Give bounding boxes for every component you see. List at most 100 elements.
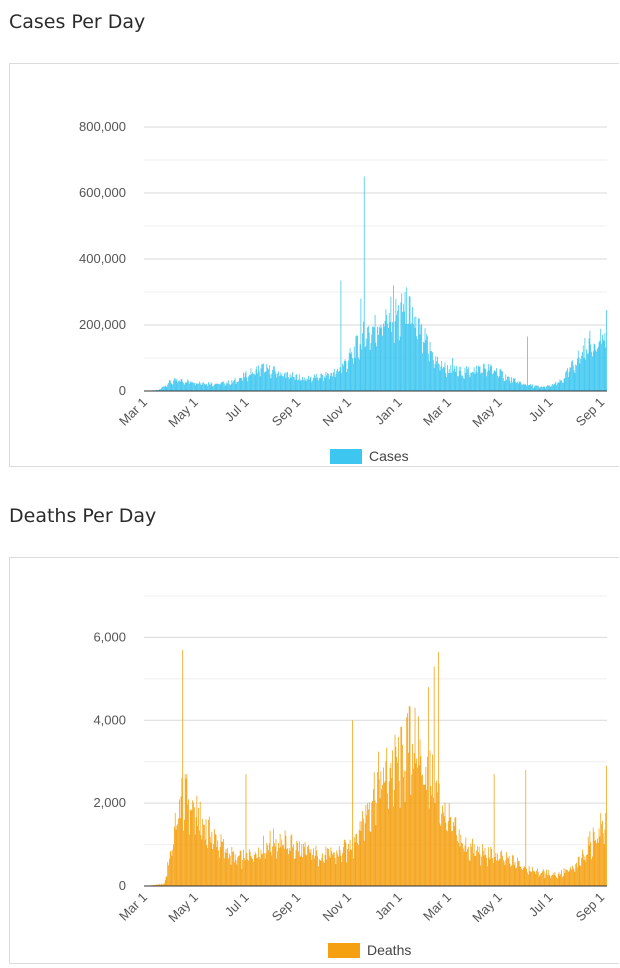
bar[interactable] bbox=[390, 763, 392, 886]
bar[interactable] bbox=[536, 870, 537, 886]
bar[interactable] bbox=[273, 366, 274, 391]
bar[interactable] bbox=[359, 821, 361, 886]
bar[interactable] bbox=[391, 778, 393, 886]
bar[interactable] bbox=[295, 850, 297, 886]
bar[interactable] bbox=[256, 366, 258, 391]
bar[interactable] bbox=[210, 382, 212, 391]
bar[interactable] bbox=[451, 831, 453, 886]
bar[interactable] bbox=[188, 383, 190, 391]
bar[interactable] bbox=[599, 836, 601, 886]
bar[interactable] bbox=[213, 829, 215, 886]
legend[interactable]: Deaths bbox=[328, 942, 411, 958]
bar[interactable] bbox=[167, 384, 169, 391]
bar[interactable] bbox=[284, 830, 286, 886]
bar[interactable] bbox=[175, 380, 177, 391]
bar[interactable] bbox=[485, 369, 487, 391]
bar[interactable] bbox=[442, 366, 444, 391]
bar[interactable] bbox=[331, 372, 333, 391]
bar[interactable] bbox=[218, 384, 220, 391]
bar[interactable] bbox=[326, 375, 328, 391]
bar[interactable] bbox=[602, 334, 603, 391]
bar[interactable] bbox=[388, 312, 390, 391]
bar[interactable] bbox=[585, 861, 587, 886]
bar[interactable] bbox=[178, 381, 179, 391]
bar[interactable] bbox=[267, 845, 269, 886]
bar[interactable] bbox=[335, 373, 337, 391]
bar[interactable] bbox=[326, 859, 328, 886]
bar[interactable] bbox=[222, 841, 224, 886]
bar[interactable] bbox=[268, 843, 270, 886]
bar[interactable] bbox=[217, 383, 219, 391]
bar[interactable] bbox=[471, 372, 473, 391]
bar[interactable] bbox=[476, 850, 478, 886]
bar[interactable] bbox=[520, 381, 522, 391]
bar[interactable] bbox=[353, 346, 355, 391]
bar[interactable] bbox=[358, 844, 359, 886]
bar[interactable] bbox=[276, 858, 278, 886]
bar[interactable] bbox=[502, 377, 504, 391]
bar[interactable] bbox=[453, 365, 455, 391]
bar[interactable] bbox=[183, 830, 184, 886]
bar[interactable] bbox=[262, 853, 264, 886]
bar[interactable] bbox=[488, 857, 490, 886]
bar[interactable] bbox=[554, 871, 556, 886]
bar[interactable] bbox=[280, 375, 282, 391]
bar[interactable] bbox=[443, 816, 445, 886]
bar[interactable] bbox=[380, 324, 382, 391]
bar[interactable] bbox=[318, 859, 320, 886]
bar[interactable] bbox=[430, 351, 432, 391]
bar[interactable] bbox=[592, 356, 593, 391]
bar[interactable] bbox=[214, 383, 216, 391]
bar[interactable] bbox=[533, 871, 535, 886]
bar[interactable] bbox=[523, 384, 525, 391]
bar[interactable] bbox=[337, 853, 338, 886]
bar[interactable] bbox=[566, 370, 567, 391]
bar[interactable] bbox=[381, 327, 383, 391]
bar[interactable] bbox=[253, 861, 254, 886]
bar[interactable] bbox=[336, 370, 338, 391]
bar[interactable] bbox=[247, 381, 249, 391]
bar[interactable] bbox=[457, 376, 458, 391]
bar[interactable] bbox=[278, 376, 280, 391]
bar[interactable] bbox=[392, 806, 394, 886]
bar[interactable] bbox=[592, 351, 594, 391]
bar[interactable] bbox=[602, 820, 603, 886]
bar[interactable] bbox=[493, 774, 495, 886]
bar[interactable] bbox=[403, 770, 405, 887]
bar[interactable] bbox=[489, 859, 491, 886]
bar[interactable] bbox=[582, 849, 583, 886]
bar[interactable] bbox=[310, 376, 312, 391]
bar[interactable] bbox=[327, 848, 328, 886]
bar[interactable] bbox=[354, 842, 356, 886]
bar[interactable] bbox=[495, 371, 497, 391]
bar[interactable] bbox=[376, 803, 378, 886]
bar[interactable] bbox=[298, 379, 299, 391]
bar[interactable] bbox=[498, 859, 500, 886]
bar[interactable] bbox=[187, 379, 189, 391]
bar[interactable] bbox=[217, 840, 219, 886]
bar[interactable] bbox=[263, 835, 264, 886]
bar[interactable] bbox=[507, 376, 509, 391]
bar[interactable] bbox=[236, 381, 238, 391]
bar[interactable] bbox=[416, 336, 418, 391]
bar[interactable] bbox=[452, 358, 453, 391]
bar[interactable] bbox=[448, 368, 450, 391]
bar[interactable] bbox=[165, 386, 167, 391]
bar[interactable] bbox=[407, 323, 409, 391]
bar[interactable] bbox=[548, 874, 550, 886]
bar[interactable] bbox=[482, 851, 484, 886]
bar[interactable] bbox=[594, 840, 596, 886]
bar[interactable] bbox=[264, 858, 266, 886]
bar[interactable] bbox=[427, 336, 428, 391]
bar[interactable] bbox=[405, 771, 407, 886]
bar[interactable] bbox=[505, 374, 507, 391]
bar[interactable] bbox=[539, 875, 541, 886]
bar[interactable] bbox=[348, 352, 350, 391]
bar[interactable] bbox=[578, 357, 580, 391]
bar[interactable] bbox=[314, 375, 316, 391]
bar[interactable] bbox=[258, 371, 260, 391]
bar[interactable] bbox=[365, 804, 367, 886]
bar[interactable] bbox=[500, 851, 502, 886]
bar[interactable] bbox=[360, 298, 362, 391]
bar[interactable] bbox=[278, 371, 279, 391]
